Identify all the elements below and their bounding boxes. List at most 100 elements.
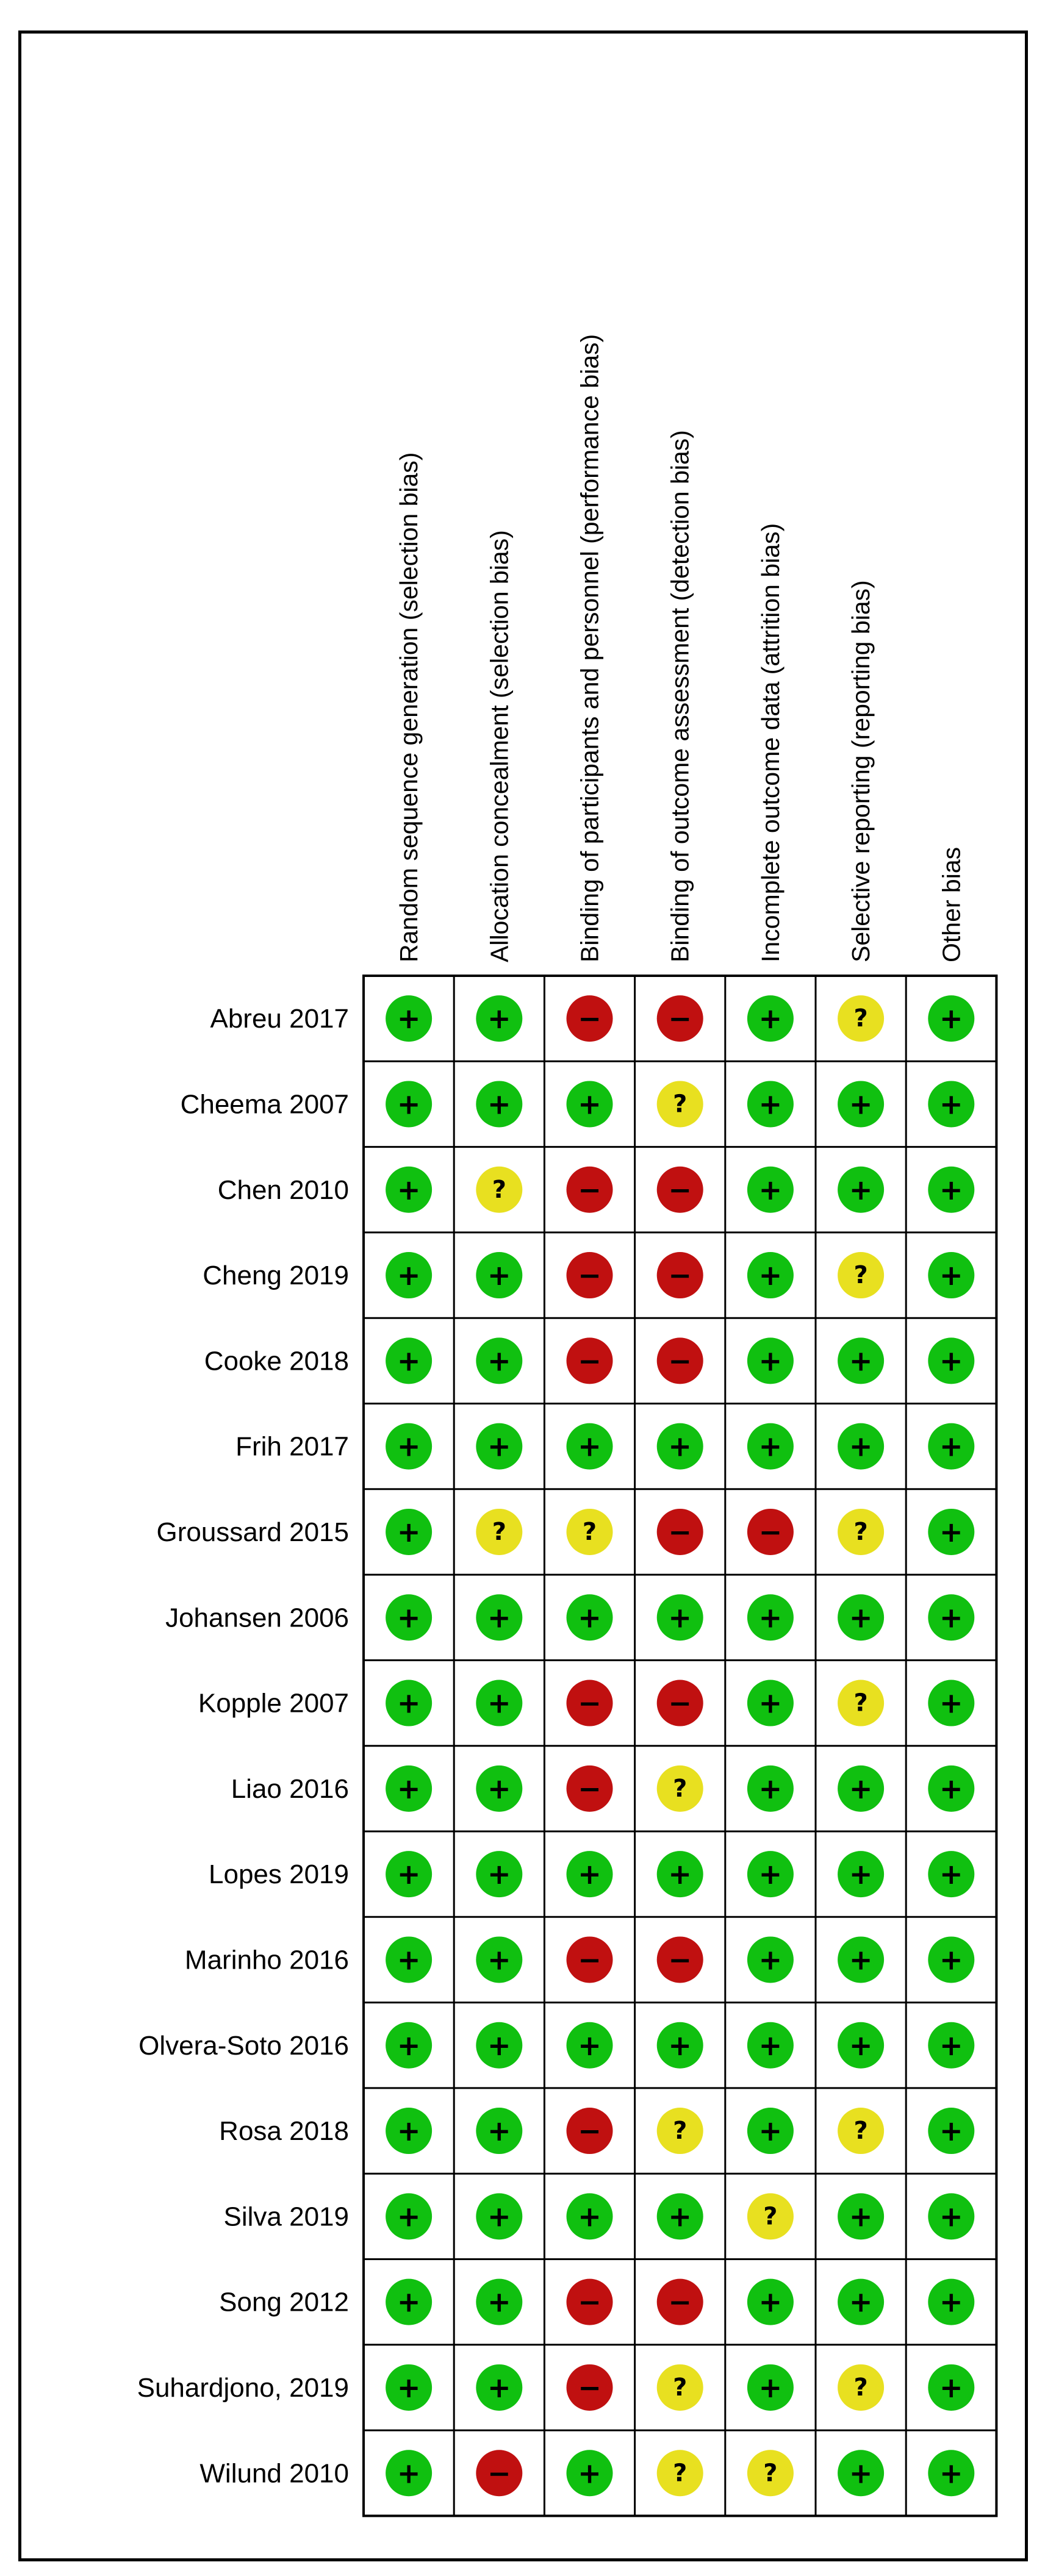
rating-wilund-2010-col-7-low: + [928, 2450, 975, 2497]
rating-circle-low [386, 2108, 433, 2155]
study-label-cheema-2007: Cheema 2007 [181, 1089, 349, 1119]
rating-circle-high [656, 1680, 703, 1726]
rating-circle-low [928, 1423, 975, 1470]
rating-circle-low [928, 2278, 975, 2325]
rating-cheema-2007-col-5-low: + [747, 1081, 794, 1128]
rating-circle-low [838, 1851, 885, 1898]
rating-circle-low [928, 2022, 975, 2069]
column-label-1: Random sequence generation (selection bi… [395, 453, 423, 962]
rating-frih-2017-col-2-low: + [476, 1423, 523, 1470]
rating-symbol-high: − [578, 1687, 602, 1720]
rating-symbol-low: + [487, 1943, 511, 1976]
rating-circle-low [747, 1337, 794, 1384]
rating-cheng-2019-col-2-low: + [476, 1252, 523, 1299]
study-label-groussard-2015: Groussard 2015 [156, 1517, 349, 1547]
rating-symbol-low: + [397, 1943, 421, 1976]
rating-circle-high [566, 2108, 613, 2155]
rating-circle-low [928, 2108, 975, 2155]
rating-liao-2016-col-1-low: + [386, 1765, 433, 1812]
rating-symbol-low: + [939, 1002, 963, 1035]
rating-symbol-low: + [849, 1430, 873, 1463]
rating-circle-low [476, 2022, 523, 2069]
rating-circle-low [928, 1081, 975, 1128]
rating-circle-high [747, 1508, 794, 1555]
rating-circle-low [838, 2450, 885, 2497]
rating-symbol-unclear: ? [853, 2374, 867, 2402]
rating-lopes-2019-col-6-low: + [838, 1851, 885, 1898]
rating-symbol-low: + [759, 2114, 783, 2147]
rating-symbol-low: + [759, 2286, 783, 2319]
rating-lopes-2019-col-7-low: + [928, 1851, 975, 1898]
rating-cheema-2007-col-1-low: + [386, 1081, 433, 1128]
rating-symbol-low: + [668, 1601, 692, 1634]
rating-circle-low [656, 2022, 703, 2069]
rating-symbol-unclear: ? [763, 2202, 777, 2230]
rating-symbol-low: + [397, 2286, 421, 2319]
rating-circle-high [566, 1765, 613, 1812]
rating-symbol-low: + [487, 1344, 511, 1377]
rating-circle-unclear [838, 1252, 885, 1299]
rating-circle-low [566, 2193, 613, 2240]
rating-lopes-2019-col-1-low: + [386, 1851, 433, 1898]
rating-circle-low [476, 1252, 523, 1299]
rating-cheema-2007-col-4-unclear: ? [656, 1081, 703, 1128]
rating-circle-low [386, 1166, 433, 1213]
rating-silva-2019-col-1-low: + [386, 2193, 433, 2240]
rating-liao-2016-col-2-low: + [476, 1765, 523, 1812]
rating-symbol-low: + [578, 1087, 602, 1120]
rating-circle-low [386, 1594, 433, 1641]
rating-symbol-low: + [849, 1344, 873, 1377]
rating-abreu-2017-col-1-low: + [386, 995, 433, 1042]
rating-symbol-low: + [668, 2029, 692, 2062]
rating-groussard-2015-col-2-unclear: ? [476, 1508, 523, 1555]
rating-circle-low [386, 1851, 433, 1898]
rating-cooke-2018-col-4-high: − [656, 1337, 703, 1384]
rating-symbol-high: − [578, 1344, 602, 1377]
rating-frih-2017-col-1-low: + [386, 1423, 433, 1470]
rating-liao-2016-col-6-low: + [838, 1765, 885, 1812]
rating-chen-2010-col-4-high: − [656, 1166, 703, 1213]
rating-kopple-2007-col-1-low: + [386, 1680, 433, 1726]
rating-circle-low [386, 1252, 433, 1299]
rating-symbol-low: + [939, 2456, 963, 2489]
rating-circle-low [928, 1337, 975, 1384]
rating-circle-low [838, 1423, 885, 1470]
rating-chen-2010-col-5-low: + [747, 1166, 794, 1213]
rating-song-2012-col-4-high: − [656, 2278, 703, 2325]
rating-kopple-2007-col-3-high: − [566, 1680, 613, 1726]
rating-symbol-low: + [397, 2200, 421, 2233]
rating-symbol-low: + [397, 1344, 421, 1377]
rating-symbol-low: + [939, 1515, 963, 1548]
rating-symbol-low: + [578, 2456, 602, 2489]
rating-circle-unclear [656, 2450, 703, 2497]
rating-symbol-high: − [759, 1515, 783, 1548]
rating-circle-high [656, 995, 703, 1042]
rating-johansen-2006-col-6-low: + [838, 1594, 885, 1641]
rating-wilund-2010-col-4-unclear: ? [656, 2450, 703, 2497]
rating-circle-low [747, 1936, 794, 1983]
rating-symbol-low: + [397, 1601, 421, 1634]
rating-circle-low [656, 2193, 703, 2240]
rating-circle-low [928, 1594, 975, 1641]
rating-wilund-2010-col-5-unclear: ? [747, 2450, 794, 2497]
rating-symbol-low: + [939, 2029, 963, 2062]
rating-kopple-2007-col-4-high: − [656, 1680, 703, 1726]
rating-symbol-low: + [759, 1601, 783, 1634]
rating-circle-low [386, 2450, 433, 2497]
rating-kopple-2007-col-6-unclear: ? [838, 1680, 885, 1726]
rating-circle-low [747, 1252, 794, 1299]
rating-cooke-2018-col-2-low: + [476, 1337, 523, 1384]
rating-song-2012-col-6-low: + [838, 2278, 885, 2325]
rating-circle-low [747, 1765, 794, 1812]
rating-symbol-low: + [939, 1259, 963, 1292]
rating-symbol-low: + [759, 1002, 783, 1035]
rating-symbol-low: + [759, 1259, 783, 1292]
rating-cheng-2019-col-4-high: − [656, 1252, 703, 1299]
rating-circle-low [747, 2022, 794, 2069]
rating-cheng-2019-col-7-low: + [928, 1252, 975, 1299]
column-label-5: Incomplete outcome data (attrition bias) [756, 523, 785, 962]
rating-circle-low [747, 2108, 794, 2155]
rating-symbol-low: + [397, 1515, 421, 1548]
rating-symbol-low: + [939, 2200, 963, 2233]
